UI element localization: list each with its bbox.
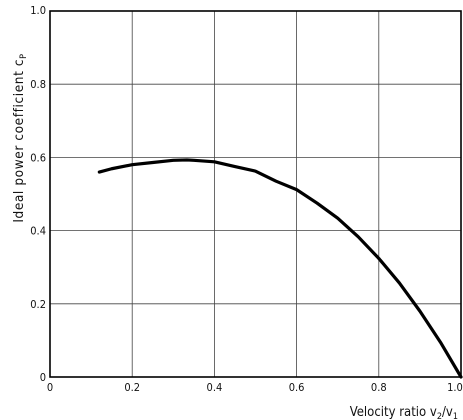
x-tick-label: 0.8 bbox=[371, 381, 387, 394]
y-tick-label: 0 bbox=[40, 371, 46, 384]
y-axis-label: Ideal power coefficient cP bbox=[11, 53, 29, 222]
y-tick-label: 0.4 bbox=[30, 225, 46, 238]
x-tick-label: 0.2 bbox=[124, 381, 140, 394]
series-line-power-coefficient bbox=[97, 158, 463, 379]
x-tick-label: 1.0 bbox=[447, 381, 463, 394]
y-tick-label: 1.0 bbox=[30, 4, 46, 17]
y-tick-labels: 0 0.2 0.4 0.6 0.8 1.0 bbox=[30, 4, 46, 384]
x-tick-label: 0 bbox=[47, 381, 53, 394]
grid-lines bbox=[50, 11, 461, 377]
x-tick-labels: 0 0.2 0.4 0.6 0.8 1.0 bbox=[47, 381, 463, 394]
x-axis-label: Velocity ratio v2/v1 bbox=[350, 405, 458, 420]
x-tick-label: 0.4 bbox=[207, 381, 223, 394]
x-tick-label: 0.6 bbox=[289, 381, 305, 394]
y-tick-label: 0.8 bbox=[30, 78, 46, 91]
plot-frame bbox=[49, 10, 462, 378]
y-tick-label: 0.6 bbox=[30, 151, 46, 164]
y-tick-label: 0.2 bbox=[30, 298, 46, 311]
